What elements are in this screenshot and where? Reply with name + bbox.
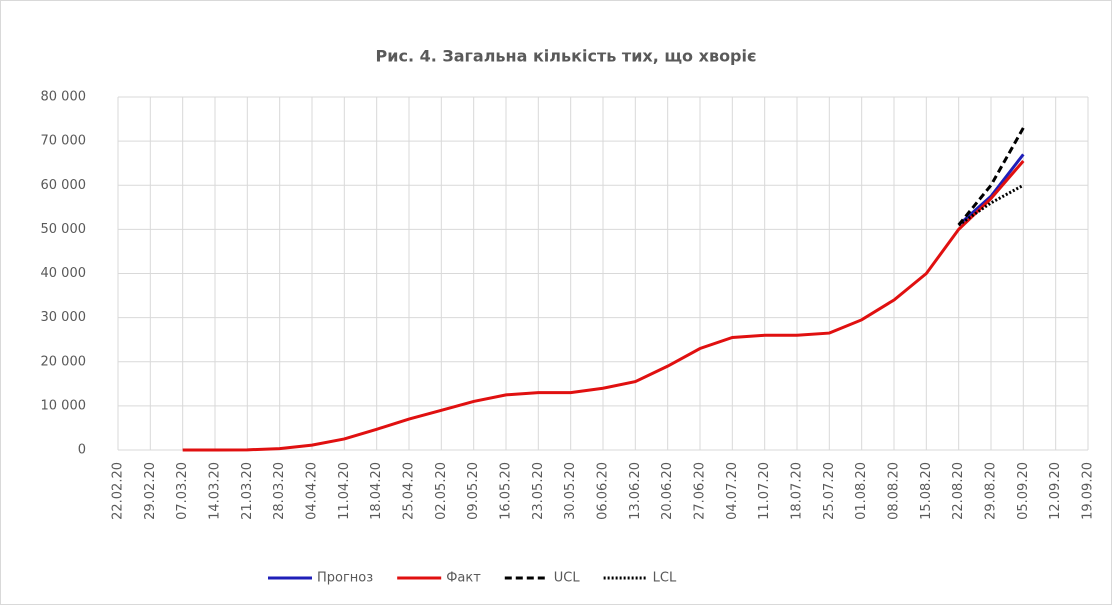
y-tick-label: 10 000 xyxy=(41,398,87,413)
x-tick-label: 06.06.20 xyxy=(596,462,611,520)
x-tick-label: 12.09.20 xyxy=(1048,462,1063,520)
legend-label: LCL xyxy=(653,571,677,586)
x-tick-label: 19.09.20 xyxy=(1081,462,1096,520)
y-tick-label: 20 000 xyxy=(41,354,87,369)
x-tick-label: 21.03.20 xyxy=(240,462,255,520)
x-tick-label: 14.03.20 xyxy=(208,462,223,520)
x-tick-label: 04.04.20 xyxy=(305,462,320,520)
x-tick-label: 11.07.20 xyxy=(757,462,772,520)
y-tick-label: 50 000 xyxy=(41,222,87,237)
legend-label: UCL xyxy=(554,571,581,586)
y-tick-label: 80 000 xyxy=(41,90,87,105)
legend-label: Факт xyxy=(446,571,481,586)
y-tick-label: 0 xyxy=(78,443,86,458)
chart-title: Рис. 4. Загальна кількість тих, що хворі… xyxy=(376,47,757,66)
x-tick-label: 11.04.20 xyxy=(337,462,352,520)
y-tick-label: 40 000 xyxy=(41,266,87,281)
x-tick-label: 18.07.20 xyxy=(790,462,805,520)
series-line xyxy=(957,183,1025,227)
x-tick-label: 25.04.20 xyxy=(402,462,417,520)
x-tick-label: 15.08.20 xyxy=(919,462,934,520)
x-tick-label: 20.06.20 xyxy=(660,462,675,520)
x-tick-label: 25.07.20 xyxy=(822,462,837,520)
x-tick-label: 04.07.20 xyxy=(725,462,740,520)
x-tick-label: 16.05.20 xyxy=(499,462,514,520)
x-tick-label: 27.06.20 xyxy=(693,462,708,520)
y-tick-label: 70 000 xyxy=(41,134,87,149)
x-tick-label: 05.09.20 xyxy=(1016,462,1031,520)
series-line xyxy=(182,160,1025,452)
y-tick-label: 60 000 xyxy=(41,178,87,193)
x-tick-label: 22.02.20 xyxy=(111,462,126,520)
x-tick-label: 02.05.20 xyxy=(434,462,449,520)
x-tick-label: 22.08.20 xyxy=(951,462,966,520)
x-tick-label: 09.05.20 xyxy=(466,462,481,520)
x-tick-label: 28.03.20 xyxy=(272,462,287,520)
x-tick-label: 29.02.20 xyxy=(143,462,158,520)
y-tick-label: 30 000 xyxy=(41,310,87,325)
x-tick-label: 07.03.20 xyxy=(175,462,190,520)
x-tick-label: 18.04.20 xyxy=(369,462,384,520)
x-tick-label: 29.08.20 xyxy=(984,462,999,520)
x-tick-label: 01.08.20 xyxy=(854,462,869,520)
x-tick-label: 13.06.20 xyxy=(628,462,643,520)
x-tick-label: 30.05.20 xyxy=(563,462,578,520)
legend-label: Прогноз xyxy=(317,571,373,586)
x-tick-label: 08.08.20 xyxy=(887,462,902,520)
x-tick-label: 23.05.20 xyxy=(531,462,546,520)
series-line xyxy=(957,127,1025,226)
